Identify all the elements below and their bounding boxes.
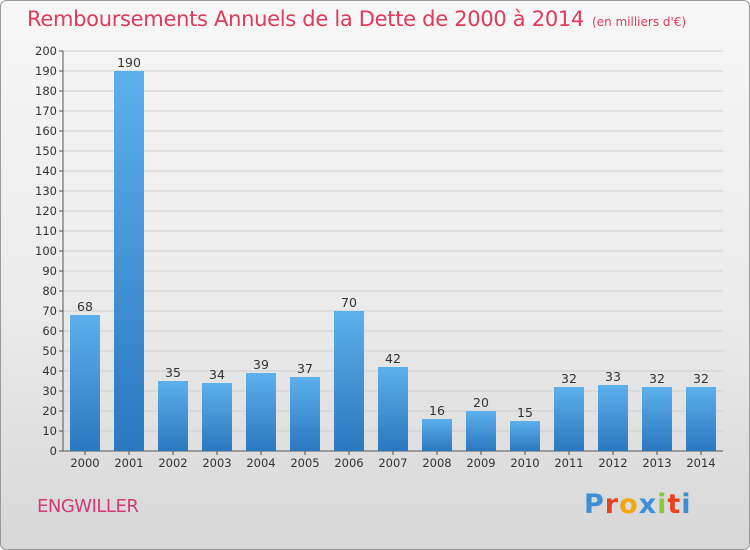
bar-2013 bbox=[642, 387, 672, 451]
x-tick-label-2010: 2010 bbox=[510, 456, 539, 470]
y-tick-label-50: 50 bbox=[42, 344, 57, 358]
bar-value-label-2002: 35 bbox=[165, 365, 181, 380]
bars bbox=[70, 71, 716, 451]
bar-2011 bbox=[554, 387, 584, 451]
bar-2001 bbox=[114, 71, 144, 451]
bar-value-label-2009: 20 bbox=[473, 395, 489, 410]
logo-letter: i bbox=[681, 489, 692, 520]
chart-unit: (en milliers d'€) bbox=[592, 15, 687, 29]
y-tick-label-180: 180 bbox=[35, 84, 57, 98]
bar-2006 bbox=[334, 311, 364, 451]
bar-value-label-2004: 39 bbox=[253, 357, 269, 372]
bar-value-label-2003: 34 bbox=[209, 367, 225, 382]
bar-2000 bbox=[70, 315, 100, 451]
x-tick-label-2002: 2002 bbox=[158, 456, 187, 470]
y-tick-label-120: 120 bbox=[35, 204, 57, 218]
y-tick-label-0: 0 bbox=[50, 444, 57, 458]
chart-title: Remboursements Annuels de la Dette de 20… bbox=[27, 7, 686, 31]
y-tick-label-200: 200 bbox=[35, 44, 57, 58]
bar-value-label-2014: 32 bbox=[693, 371, 709, 386]
y-tick-label-100: 100 bbox=[35, 244, 57, 258]
bar-2005 bbox=[290, 377, 320, 451]
bar-value-label-2011: 32 bbox=[561, 371, 577, 386]
chart-title-text: Remboursements Annuels de la Dette de 20… bbox=[27, 7, 584, 31]
x-tick-label-2004: 2004 bbox=[246, 456, 275, 470]
x-tick-label-2003: 2003 bbox=[202, 456, 231, 470]
x-tick-label-2011: 2011 bbox=[554, 456, 583, 470]
x-tick-label-2009: 2009 bbox=[466, 456, 495, 470]
x-tick-label-2007: 2007 bbox=[378, 456, 407, 470]
x-tick-label-2001: 2001 bbox=[114, 456, 143, 470]
y-tick-label-80: 80 bbox=[42, 284, 57, 298]
y-tick-label-20: 20 bbox=[42, 404, 57, 418]
x-tick-label-2005: 2005 bbox=[290, 456, 319, 470]
bar-value-label-2010: 15 bbox=[517, 405, 533, 420]
bar-2014 bbox=[686, 387, 716, 451]
bar-value-label-2012: 33 bbox=[605, 369, 621, 384]
y-tick-label-160: 160 bbox=[35, 124, 57, 138]
y-tick-label-30: 30 bbox=[42, 384, 57, 398]
x-tick-label-2012: 2012 bbox=[598, 456, 627, 470]
logo-letter: t bbox=[667, 489, 682, 520]
logo-letter: i bbox=[657, 489, 668, 520]
bar-value-label-2008: 16 bbox=[429, 403, 445, 418]
y-tick-label-90: 90 bbox=[42, 264, 57, 278]
logo-letter: P bbox=[584, 489, 605, 520]
bar-value-label-2005: 37 bbox=[297, 361, 313, 376]
bar-2003 bbox=[202, 383, 232, 451]
commune-name: ENGWILLER bbox=[37, 496, 139, 517]
logo-letter: x bbox=[638, 489, 658, 520]
bar-2007 bbox=[378, 367, 408, 451]
bar-2012 bbox=[598, 385, 628, 451]
x-tick-label-2013: 2013 bbox=[642, 456, 671, 470]
y-tick-label-150: 150 bbox=[35, 144, 57, 158]
x-tick-label-2000: 2000 bbox=[70, 456, 99, 470]
logo-letter: r bbox=[604, 489, 620, 520]
y-tick-label-170: 170 bbox=[35, 104, 57, 118]
x-tick-label-2008: 2008 bbox=[422, 456, 451, 470]
x-tick-label-2014: 2014 bbox=[686, 456, 715, 470]
logo-letter: o bbox=[619, 489, 639, 520]
y-tick-label-110: 110 bbox=[35, 224, 57, 238]
proxiti-logo[interactable]: Proxiti bbox=[584, 489, 692, 520]
bar-2002 bbox=[158, 381, 188, 451]
labels: 0 10 20 30 40 50 60 70 80 90 100 110 120 130 140 150 160… bbox=[35, 44, 716, 470]
y-tick-label-40: 40 bbox=[42, 364, 57, 378]
bar-2004 bbox=[246, 373, 276, 451]
bar-value-label-2007: 42 bbox=[385, 351, 401, 366]
y-tick-label-140: 140 bbox=[35, 164, 57, 178]
y-tick-label-10: 10 bbox=[42, 424, 57, 438]
y-tick-label-70: 70 bbox=[42, 304, 57, 318]
y-tick-label-60: 60 bbox=[42, 324, 57, 338]
bar-value-label-2000: 68 bbox=[77, 299, 93, 314]
bar-value-label-2001: 190 bbox=[117, 55, 141, 70]
bar-value-label-2006: 70 bbox=[341, 295, 357, 310]
bar-value-label-2013: 32 bbox=[649, 371, 665, 386]
y-tick-label-190: 190 bbox=[35, 64, 57, 78]
bar-2010 bbox=[510, 421, 540, 451]
bar-2009 bbox=[466, 411, 496, 451]
bar-2008 bbox=[422, 419, 452, 451]
y-tick-label-130: 130 bbox=[35, 184, 57, 198]
x-tick-label-2006: 2006 bbox=[334, 456, 363, 470]
